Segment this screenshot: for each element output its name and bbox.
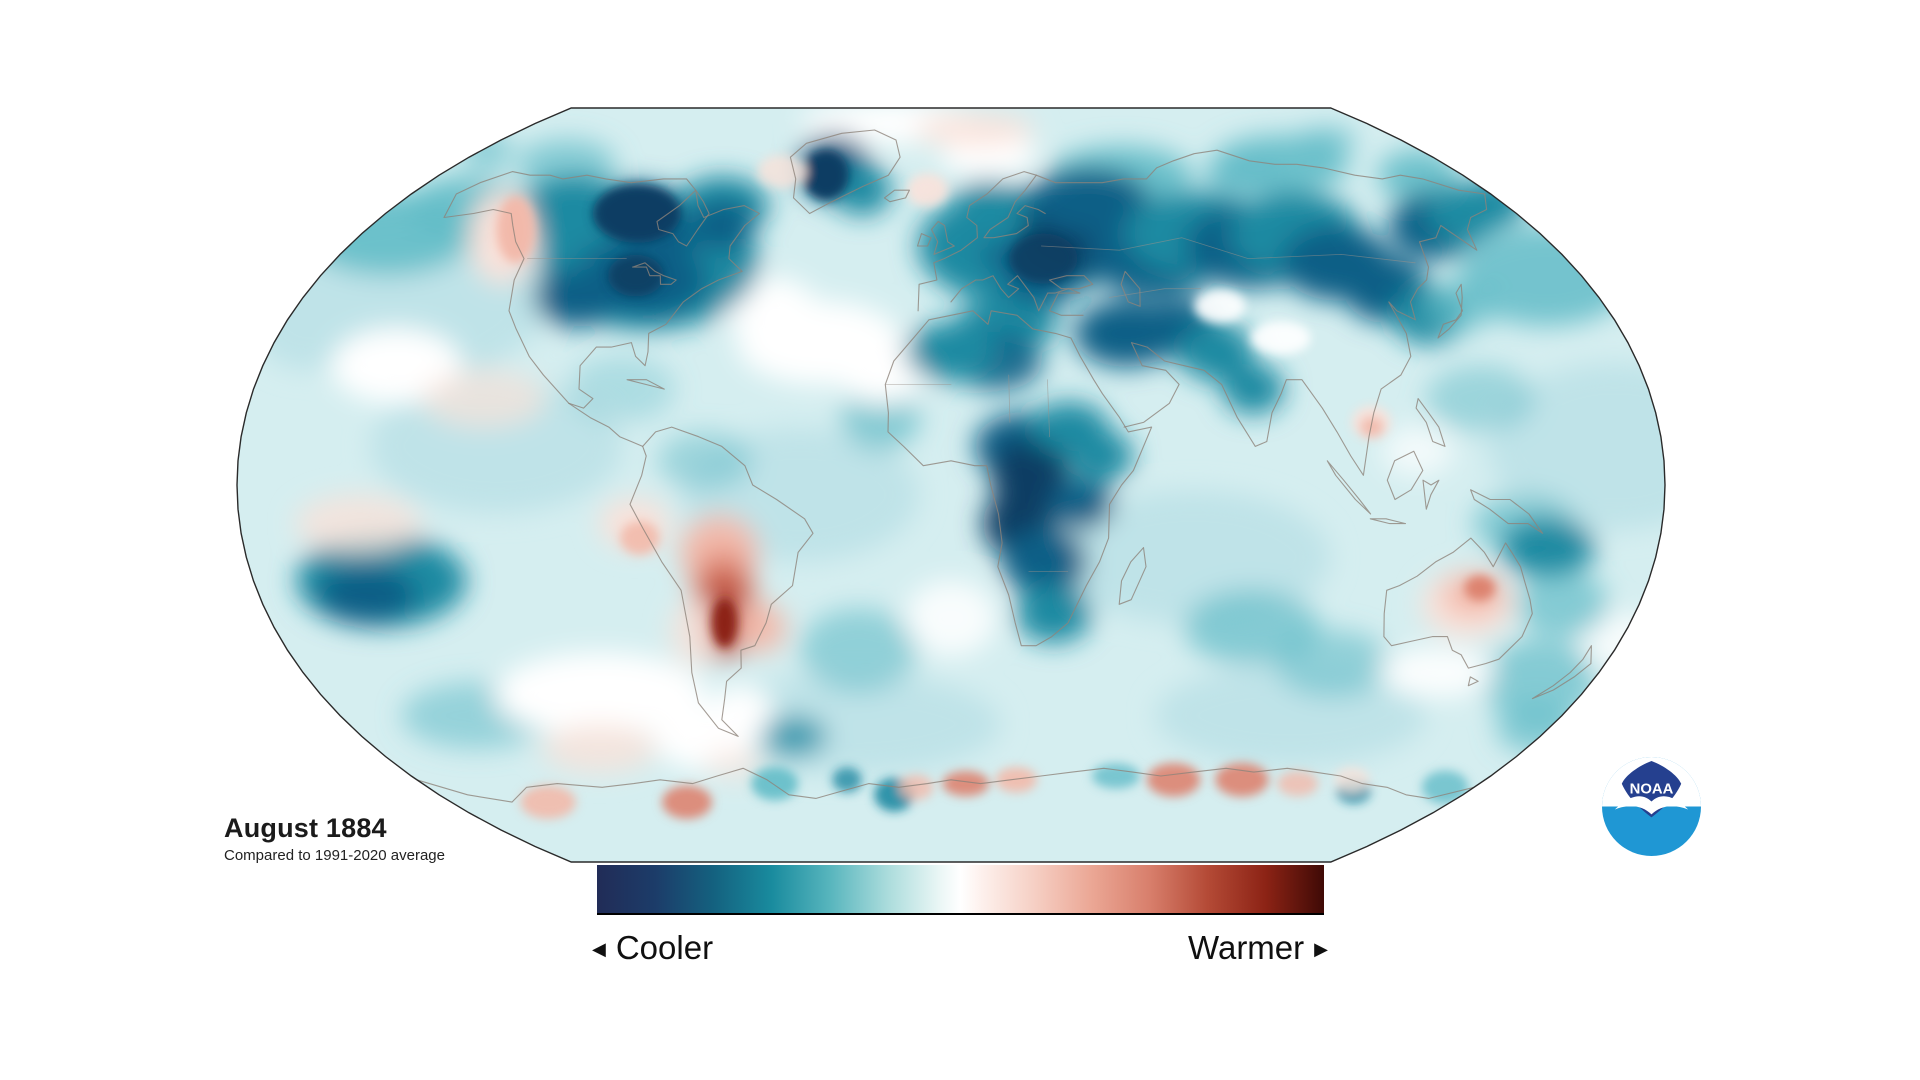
cooler-label-text: Cooler — [615, 929, 714, 966]
colorbar-legend: ◀ Cooler Warmer ▶ — [592, 925, 1328, 971]
left-arrow-icon: ◀ — [592, 939, 606, 959]
noaa-logo-text: NOAA — [1630, 782, 1674, 798]
warmer-label: Warmer ▶ — [1188, 929, 1328, 967]
cooler-label: ◀ Cooler — [592, 929, 713, 967]
warmer-label-text: Warmer — [1188, 929, 1305, 966]
noaa-logo: NOAA — [1602, 757, 1701, 856]
colorbar — [597, 865, 1324, 915]
right-arrow-icon: ▶ — [1314, 939, 1328, 959]
page-title: August 1884 — [224, 813, 387, 843]
page-subtitle: Compared to 1991-2020 average — [224, 847, 445, 864]
seagull-icon — [1614, 796, 1689, 815]
title-block: August 1884 Compared to 1991-2020 averag… — [224, 813, 445, 864]
